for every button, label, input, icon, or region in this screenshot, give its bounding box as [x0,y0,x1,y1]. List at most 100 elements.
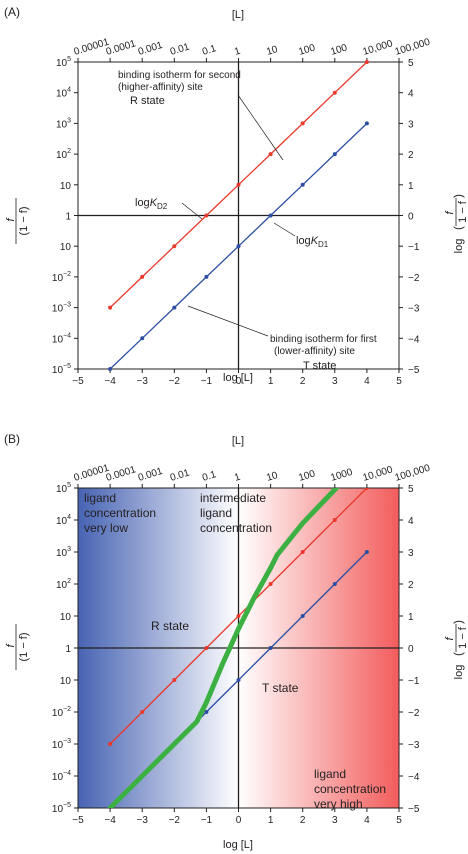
top-tick-label: 100,000 [394,37,432,58]
annotation-high-line3: very high [314,797,363,811]
right-ylabel-numerator: f [444,211,456,215]
pointer-t-state [187,305,269,337]
panel-a-x-axis-title: log [L] [223,372,253,384]
annotation-low-line3: very low [84,521,128,535]
annotation-t-state: T state [262,681,299,695]
x-tick-label: −5 [72,376,84,387]
right-tick-label: 5 [408,58,414,69]
left-tick-label: 105 [56,482,71,495]
top-tick-label: 1000 [329,467,354,484]
x-tick-label: 5 [396,376,402,387]
left-tick-label: 1 [65,212,71,223]
right-tick-label: −3 [408,304,420,315]
right-tick-label: 2 [408,150,414,161]
x-tick-label: 3 [332,815,338,826]
data-point [172,678,177,682]
data-point [204,710,209,714]
x-tick-label: 0 [236,376,242,387]
panel-b-left-axis-title: f (1 − f) [5,624,30,670]
data-point [300,182,305,187]
annotation-high-line2: concentration [314,782,386,796]
annotation-log-kd2: logKD2 [135,197,168,211]
top-tick-label: 100 [297,468,317,484]
svg-text:logKD1: logKD1 [296,235,329,249]
x-tick-label: 2 [300,815,306,826]
right-tick-label: −5 [408,804,420,815]
data-point [332,152,337,157]
panel-a-series [108,60,369,371]
top-tick-label: 100,000 [394,463,432,484]
data-point [268,582,273,586]
x-tick-label: −5 [72,815,84,826]
right-tick-label: −2 [408,708,420,719]
left-tick-label: 1 [65,644,71,655]
right-tick-label: 4 [408,516,414,527]
right-tick-label: 2 [408,580,414,591]
left-tick-label: 104 [56,514,71,527]
data-point [364,550,369,554]
left-tick-label: 10−2 [52,706,71,719]
top-tick-label: 1 [233,472,242,484]
left-tick-label: 10 [60,242,72,253]
right-tick-label: −1 [408,676,420,687]
annotation-second-site-line2: (higher-affinity) site [118,82,203,93]
x-tick-label: 2 [300,376,306,387]
right-tick-label: 3 [408,548,414,559]
data-point [108,742,113,746]
top-tick-label: 10,000 [362,38,395,58]
data-point [204,274,209,279]
right-ylabel-paren-open: ( [451,652,465,656]
x-tick-label: −1 [201,376,213,387]
panel-a-axes [77,61,400,370]
annotation-mid-line3: concentration [200,521,272,535]
right-ylabel-paren-close: ) [451,194,465,198]
data-point [108,305,113,310]
panel-b-x-axis-title: log [L] [223,839,253,851]
x-tick-label: 4 [364,815,370,826]
left-tick-label: 103 [56,546,71,559]
x-tick-label: 1 [268,376,274,387]
cooperative-binding-curve [107,488,340,808]
right-tick-label: 3 [408,119,414,130]
annotation-mid-line2: ligand [200,506,232,520]
annotation-first-site-line2: (lower-affinity) site [274,346,355,357]
left-tick-label: 10 [60,181,72,192]
left-tick-label: 10 [60,676,72,687]
x-tick-label: 1 [268,815,274,826]
right-ylabel-denominator: 1 − f [457,200,468,223]
top-tick-label: 100 [329,42,349,58]
top-tick-label: 0.1 [201,43,218,58]
data-point [332,518,337,522]
right-ylabel-log: log [453,665,465,680]
right-tick-label: 1 [408,612,414,623]
left-tick-label: 102 [56,578,71,591]
data-point [364,488,369,490]
data-point [140,274,145,279]
data-point [364,60,369,64]
data-point [140,336,145,341]
left-ylabel-denominator: (1 − f) [18,632,30,661]
x-tick-label: 0 [236,815,242,826]
top-tick-label: 0.01 [169,42,191,58]
right-tick-label: 5 [408,484,414,495]
panel-b-right-axis-title: log ( f 1 − f ) [444,620,468,679]
right-ylabel-denominator: 1 − f [457,626,468,649]
annotation-low-line1: ligand [84,491,116,505]
pointer-r-state [237,94,284,161]
data-point [332,582,337,586]
left-tick-label: 10−5 [52,363,71,376]
right-tick-label: −2 [408,273,420,284]
right-ylabel-numerator: f [444,637,456,641]
left-tick-label: 10−4 [52,332,71,345]
right-tick-label: 0 [408,212,414,223]
left-tick-label: 10 [60,612,72,623]
x-tick-label: 4 [364,376,370,387]
data-point [364,121,369,126]
top-tick-label: 0.1 [201,469,218,484]
right-ylabel-paren-open: ( [451,226,465,230]
panel-b-label: (B) [4,432,20,446]
top-tick-label: 10,000 [362,464,395,484]
top-tick-label: 0.0001 [105,464,138,484]
